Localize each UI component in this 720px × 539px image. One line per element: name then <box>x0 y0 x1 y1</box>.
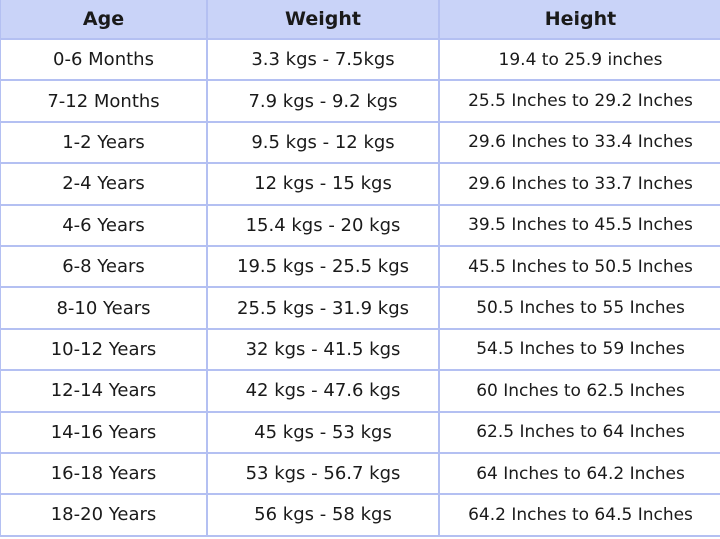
weight-cell: 15.4 kgs - 20 kgs <box>206 203 440 247</box>
age-cell: 8-10 Years <box>0 286 208 330</box>
weight-cell: 7.9 kgs - 9.2 kgs <box>206 79 440 123</box>
height-cell: 64.2 Inches to 64.5 Inches <box>438 493 720 537</box>
weight-cell: 32 kgs - 41.5 kgs <box>206 327 440 372</box>
table-row: 6-8 Years 19.5 kgs - 25.5 kgs 45.5 Inches … <box>0 244 720 289</box>
height-cell: 19.4 to 25.9 inches <box>438 37 720 82</box>
weight-cell: 9.5 kgs - 12 kgs <box>206 120 440 165</box>
weight-cell: 42 kgs - 47.6 kgs <box>206 369 440 413</box>
table-row: 12-14 Years 42 kgs - 47.6 kgs 60 Inches to… <box>0 369 720 413</box>
header-age: Age <box>0 0 208 40</box>
weight-cell: 56 kgs - 58 kgs <box>206 493 440 537</box>
table-row: 18-20 Years 56 kgs - 58 kgs 64.2 Inches to… <box>0 493 720 537</box>
height-cell: 64 Inches to 64.2 Inches <box>438 451 720 496</box>
weight-cell: 19.5 kgs - 25.5 kgs <box>206 244 440 289</box>
height-cell: 29.6 Inches to 33.4 Inches <box>438 120 720 165</box>
height-cell: 62.5 Inches to 64 Inches <box>438 410 720 454</box>
table-row: 16-18 Years 53 kgs - 56.7 kgs 64 Inches to… <box>0 451 720 496</box>
table-row: 14-16 Years 45 kgs - 53 kgs 62.5 Inches to… <box>0 410 720 454</box>
age-cell: 4-6 Years <box>0 203 208 247</box>
age-cell: 10-12 Years <box>0 327 208 372</box>
age-cell: 2-4 Years <box>0 162 208 206</box>
table-row: 10-12 Years 32 kgs - 41.5 kgs 54.5 Inches … <box>0 327 720 372</box>
height-cell: 60 Inches to 62.5 Inches <box>438 369 720 413</box>
header-weight: Weight <box>206 0 440 40</box>
age-cell: 6-8 Years <box>0 244 208 289</box>
header-row: Age Weight Height <box>0 0 720 40</box>
height-cell: 29.6 Inches to 33.7 Inches <box>438 162 720 206</box>
age-cell: 0-6 Months <box>0 37 208 82</box>
weight-cell: 25.5 kgs - 31.9 kgs <box>206 286 440 330</box>
weight-cell: 12 kgs - 15 kgs <box>206 162 440 206</box>
age-cell: 12-14 Years <box>0 369 208 413</box>
table-row: 4-6 Years 15.4 kgs - 20 kgs 39.5 Inches to… <box>0 203 720 247</box>
height-cell: 45.5 Inches to 50.5 Inches <box>438 244 720 289</box>
age-cell: 16-18 Years <box>0 451 208 496</box>
age-cell: 7-12 Months <box>0 79 208 123</box>
weight-cell: 3.3 kgs - 7.5kgs <box>206 37 440 82</box>
table-row: 0-6 Months 3.3 kgs - 7.5kgs 19.4 to 25.9 i… <box>0 37 720 82</box>
table-row: 8-10 Years 25.5 kgs - 31.9 kgs 50.5 Inches… <box>0 286 720 330</box>
header-height: Height <box>438 0 720 40</box>
height-cell: 54.5 Inches to 59 Inches <box>438 327 720 372</box>
weight-cell: 53 kgs - 56.7 kgs <box>206 451 440 496</box>
height-cell: 25.5 Inches to 29.2 Inches <box>438 79 720 123</box>
height-cell: 50.5 Inches to 55 Inches <box>438 286 720 330</box>
weight-cell: 45 kgs - 53 kgs <box>206 410 440 454</box>
age-cell: 14-16 Years <box>0 410 208 454</box>
age-cell: 1-2 Years <box>0 120 208 165</box>
age-cell: 18-20 Years <box>0 493 208 537</box>
table-row: 2-4 Years 12 kgs - 15 kgs 29.6 Inches to 3… <box>0 162 720 206</box>
table-row: 1-2 Years 9.5 kgs - 12 kgs 29.6 Inches to … <box>0 120 720 165</box>
height-cell: 39.5 Inches to 45.5 Inches <box>438 203 720 247</box>
table-row: 7-12 Months 7.9 kgs - 9.2 kgs 25.5 Inches … <box>0 79 720 123</box>
